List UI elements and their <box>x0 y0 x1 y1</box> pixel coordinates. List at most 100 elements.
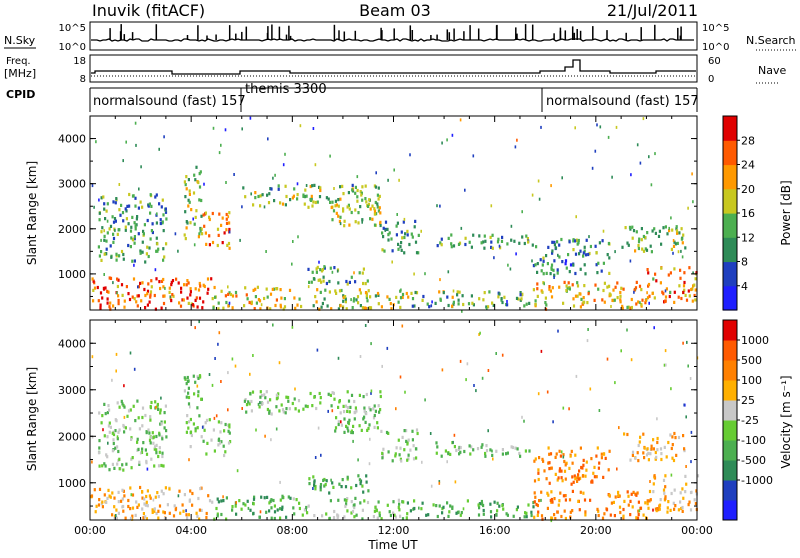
echo-cell <box>359 482 362 486</box>
echo-cell <box>363 406 366 410</box>
echo-cell <box>612 500 615 504</box>
x-tick-label: 04:00 <box>175 524 207 537</box>
echo-cell <box>184 183 187 187</box>
echo-cell <box>218 212 221 216</box>
echo-cell <box>611 298 614 302</box>
echo-cell <box>548 481 551 485</box>
echo-cell <box>196 426 199 430</box>
echo-cell <box>696 474 700 478</box>
echo-cell <box>400 248 403 252</box>
echo-cell <box>633 290 635 294</box>
echo-cell <box>183 376 186 380</box>
echo-cell <box>453 433 456 437</box>
echo-cell <box>193 173 196 177</box>
echo-cell <box>596 123 598 127</box>
echo-cell <box>91 435 94 439</box>
echo-cell <box>149 496 152 500</box>
echo-cell <box>555 452 558 456</box>
echo-cell <box>122 504 125 509</box>
echo-cell <box>595 251 598 255</box>
echo-cell <box>129 408 132 412</box>
echo-cell <box>282 410 285 414</box>
echo-cell <box>143 497 146 501</box>
echo-cell <box>337 405 340 409</box>
echo-cell <box>429 432 432 435</box>
echo-cell <box>270 498 273 502</box>
echo-cell <box>131 493 135 497</box>
echo-cell <box>492 303 495 307</box>
echo-cell <box>593 298 596 302</box>
echo-cell <box>197 390 200 394</box>
echo-cell <box>369 207 372 211</box>
echo-cell <box>215 414 218 418</box>
echo-cell <box>116 291 118 295</box>
echo-cell <box>117 294 120 298</box>
echo-cell <box>526 237 529 241</box>
echo-cell <box>276 508 279 512</box>
echo-cell <box>329 266 332 270</box>
x-tick-label: 12:00 <box>378 524 410 537</box>
echo-cell <box>340 485 343 489</box>
echo-cell <box>647 282 651 287</box>
echo-cell <box>391 260 393 264</box>
echo-cell <box>270 438 272 442</box>
echo-cell <box>532 505 535 509</box>
echo-cell <box>675 453 678 457</box>
echo-cell <box>343 430 346 434</box>
echo-cell <box>355 513 358 517</box>
echo-cell <box>117 490 120 494</box>
echo-cell <box>490 245 493 249</box>
nave-tick-top: 60 <box>708 56 721 67</box>
echo-cell <box>144 293 147 298</box>
echo-cell <box>365 392 368 397</box>
echo-cell <box>206 441 209 445</box>
echo-cell <box>108 430 111 434</box>
echo-cell <box>284 152 286 156</box>
echo-cell <box>521 235 524 239</box>
echo-cell <box>480 445 483 449</box>
echo-cell <box>513 239 516 243</box>
echo-cell <box>217 233 220 237</box>
echo-cell <box>151 431 154 435</box>
echo-cell <box>497 295 500 299</box>
echo-cell <box>225 181 227 184</box>
echo-cell <box>568 270 571 274</box>
echo-cell <box>587 292 590 296</box>
echo-cell <box>399 375 402 379</box>
echo-cell <box>491 301 494 305</box>
echo-cell <box>146 292 149 296</box>
echo-cell <box>490 204 493 208</box>
echo-cell <box>534 263 537 267</box>
nsky-trace <box>91 38 694 42</box>
echo-cell <box>130 236 133 240</box>
echo-cell <box>640 302 643 307</box>
echo-cell <box>438 504 441 508</box>
echo-cell <box>545 477 548 481</box>
echo-cell <box>217 420 220 424</box>
echo-cell <box>524 511 527 515</box>
echo-cell <box>196 384 199 388</box>
echo-cell <box>166 503 169 507</box>
echo-cell <box>207 287 210 291</box>
echo-cell <box>316 288 319 292</box>
echo-cell <box>574 294 578 298</box>
echo-cell <box>179 511 182 515</box>
echo-cell <box>629 306 632 310</box>
echo-cell <box>330 307 333 311</box>
echo-cell <box>574 453 577 457</box>
echo-cell <box>223 231 226 235</box>
echo-cell <box>105 239 108 243</box>
echo-cell <box>541 263 544 267</box>
echo-cell <box>160 396 162 400</box>
echo-cell <box>101 505 104 509</box>
echo-cell <box>530 510 533 514</box>
echo-cell <box>133 263 135 267</box>
echo-cell <box>451 133 454 137</box>
echo-cell <box>342 299 345 303</box>
echo-cell <box>414 240 418 244</box>
echo-cell <box>554 455 557 459</box>
echo-cell <box>421 501 424 505</box>
echo-cell <box>467 302 471 306</box>
echo-cell <box>596 271 599 275</box>
echo-cell <box>339 222 342 226</box>
